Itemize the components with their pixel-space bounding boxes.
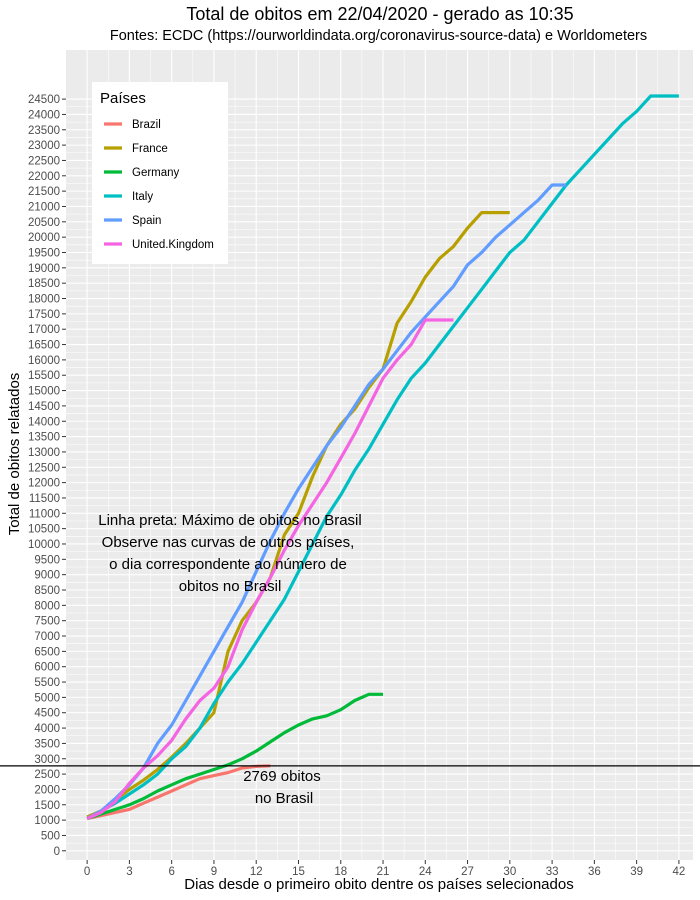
- legend: Países Brazil France Germany Italy Spain Unit…: [92, 82, 228, 264]
- y-tick-label: 11000: [29, 508, 60, 520]
- x-tick-label: 3: [126, 866, 132, 878]
- note-line-3: o dia correspondente ao número de: [109, 556, 347, 573]
- y-tick-label: 21000: [28, 201, 60, 213]
- series-line-spain: [86, 183, 567, 821]
- y-tick-label: 15000: [28, 386, 60, 398]
- y-tick-label: 16000: [28, 355, 60, 367]
- series-line-brazil: [86, 764, 271, 821]
- y-tick-label: 10500: [28, 524, 60, 536]
- legend-label-germany: Germany: [132, 167, 180, 179]
- x-tick-label: 30: [503, 866, 516, 878]
- x-tick-label: 24: [419, 866, 432, 878]
- x-tick-label: 9: [211, 866, 217, 878]
- y-tick-label: 4000: [34, 723, 60, 735]
- grid-major: [66, 50, 693, 860]
- y-tick-label: 22000: [28, 171, 60, 183]
- x-tick-label: 0: [84, 866, 90, 878]
- y-tick-label: 24500: [28, 94, 60, 106]
- y-tick-label: 500: [41, 830, 60, 842]
- legend-label-brazil: Brazil: [132, 119, 161, 131]
- legend-title: Países: [100, 90, 146, 107]
- x-axis: 0 3 6 9 12 15 18 21 24 27 30 33 36 39 42: [84, 860, 685, 878]
- y-tick-label: 3500: [34, 738, 60, 750]
- chart-title: Total de obitos em 22/04/2020 - gerado a…: [186, 4, 574, 24]
- y-tick-label: 5000: [34, 692, 60, 704]
- x-tick-label: 39: [630, 866, 643, 878]
- x-tick-label: 6: [168, 866, 174, 878]
- y-tick-label: 20500: [28, 217, 60, 229]
- y-tick-label: 17500: [28, 309, 60, 321]
- note-line-4: obitos no Brasil: [179, 578, 282, 595]
- x-tick-label: 12: [250, 866, 263, 878]
- series-line-france: [86, 211, 510, 819]
- x-tick-label: 18: [334, 866, 347, 878]
- x-tick-label: 27: [461, 866, 474, 878]
- y-tick-label: 2500: [34, 769, 60, 781]
- y-tick-label: 13500: [28, 432, 60, 444]
- y-tick-label: 1500: [34, 800, 60, 812]
- y-tick-label: 14000: [28, 416, 60, 428]
- y-tick-label: 2000: [34, 784, 60, 796]
- grid-minor: [66, 50, 693, 860]
- y-tick-label: 17000: [28, 324, 60, 336]
- y-tick-label: 8000: [34, 600, 60, 612]
- y-tick-label: 7500: [34, 616, 60, 628]
- y-tick-label: 23500: [28, 125, 60, 137]
- x-tick-label: 33: [546, 866, 559, 878]
- y-tick-label: 23000: [28, 140, 60, 152]
- y-tick-label: 19500: [28, 248, 60, 260]
- y-tick-label: 9500: [34, 554, 60, 566]
- y-tick-label: 6500: [34, 646, 60, 658]
- y-tick-label: 20000: [28, 232, 60, 244]
- legend-label-italy: Italy: [132, 191, 153, 203]
- legend-items: Brazil France Germany Italy Spain United.King…: [104, 119, 214, 251]
- y-tick-label: 7000: [34, 631, 60, 643]
- y-tick-label: 11500: [29, 493, 60, 505]
- y-tick-label: 12500: [28, 462, 60, 474]
- y-tick-label: 3000: [34, 754, 60, 766]
- y-axis: 0 500 1000 1500 2000 2500 3000 3500 4000 4500 5000…: [28, 94, 66, 858]
- y-tick-label: 6000: [34, 662, 60, 674]
- y-tick-label: 0: [54, 846, 60, 858]
- y-tick-label: 24000: [28, 109, 60, 121]
- y-tick-label: 5500: [34, 677, 60, 689]
- chart-subtitle: Fontes: ECDC (https://ourworldindata.org…: [109, 28, 648, 44]
- legend-label-france: France: [132, 143, 168, 155]
- note-line-1: Linha preta: Máximo de obitos no Brasil: [98, 512, 361, 529]
- legend-label-united-kingdom: United.Kingdom: [132, 239, 214, 251]
- y-tick-label: 22500: [28, 155, 60, 167]
- series-lines: [86, 94, 679, 821]
- x-tick-label: 42: [673, 866, 686, 878]
- y-tick-label: 10000: [28, 539, 60, 551]
- x-axis-title: Dias desde o primeiro obito dentre os pa…: [184, 876, 573, 893]
- y-axis-title: Total de obitos relatados: [6, 373, 23, 536]
- y-tick-label: 15500: [28, 370, 60, 382]
- y-tick-label: 12000: [28, 478, 60, 490]
- series-line-germany: [86, 692, 383, 821]
- y-tick-label: 13000: [28, 447, 60, 459]
- brazil-max-label-line2: no Brasil: [255, 790, 313, 807]
- x-tick-label: 15: [292, 866, 305, 878]
- x-tick-label: 21: [377, 866, 390, 878]
- legend-label-spain: Spain: [132, 215, 161, 227]
- brazil-max-label-line1: 2769 obitos: [243, 768, 321, 785]
- note-line-2: Observe nas curvas de outros países,: [102, 534, 355, 551]
- x-tick-label: 36: [588, 866, 601, 878]
- y-tick-label: 4500: [34, 708, 60, 720]
- y-tick-label: 19000: [28, 263, 60, 275]
- y-tick-label: 16500: [28, 340, 60, 352]
- y-tick-label: 18000: [28, 294, 60, 306]
- y-tick-label: 9000: [34, 570, 60, 582]
- y-tick-label: 8500: [34, 585, 60, 597]
- y-tick-label: 18500: [28, 278, 60, 290]
- series-line-italy: [86, 94, 679, 821]
- series-line-united-kingdom: [86, 318, 454, 821]
- y-tick-label: 14500: [28, 401, 60, 413]
- y-tick-label: 1000: [34, 815, 60, 827]
- y-tick-label: 21500: [28, 186, 60, 198]
